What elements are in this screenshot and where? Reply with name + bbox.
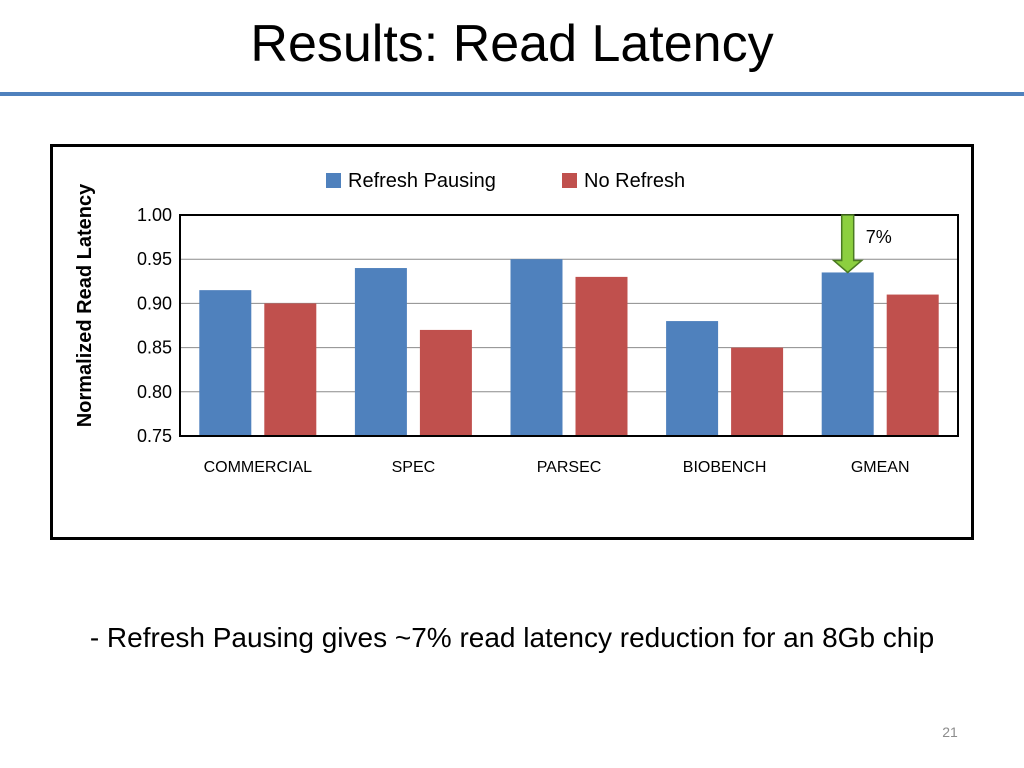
bar	[575, 276, 628, 436]
x-tick-label: SPEC	[392, 459, 436, 476]
annotation-label: 7%	[866, 227, 892, 247]
y-tick-label: 0.75	[137, 426, 172, 446]
slide-caption: - Refresh Pausing gives ~7% read latency…	[89, 622, 935, 653]
chart-frame: 0.75 0.80 0.85 0.90 0.95 1.00 COMMERCIAL SPEC PA…	[50, 144, 974, 540]
x-tick-label: PARSEC	[537, 459, 602, 476]
y-tick-label: 1.00	[137, 205, 172, 225]
x-tick-label: GMEAN	[851, 459, 910, 476]
y-tick-label: 0.80	[137, 382, 172, 402]
y-tick-label: 0.85	[137, 338, 172, 358]
y-axis-label: Normalized Read Latency	[74, 183, 96, 427]
bar	[666, 321, 719, 436]
bar	[199, 290, 252, 436]
bar-chart: 0.75 0.80 0.85 0.90 0.95 1.00 COMMERCIAL SPEC PA…	[74, 170, 959, 476]
bar	[419, 329, 472, 436]
plot-area-border	[179, 214, 959, 437]
x-tick-label: BIOBENCH	[683, 459, 767, 476]
bar	[731, 347, 784, 436]
title-divider	[0, 92, 1024, 96]
bar	[821, 272, 874, 436]
bar	[886, 294, 939, 436]
slide-title: Results: Read Latency	[250, 15, 774, 73]
x-tick-label: COMMERCIAL	[204, 459, 313, 476]
y-tick-label: 0.90	[137, 293, 172, 313]
bar	[354, 268, 407, 436]
bar	[264, 303, 317, 436]
legend-label: No Refresh	[584, 170, 685, 192]
legend-swatch	[326, 173, 341, 188]
annotation-arrow	[831, 214, 864, 274]
page-number: 21	[942, 724, 958, 740]
bar	[510, 259, 563, 436]
y-tick-label: 0.95	[137, 249, 172, 269]
legend-label: Refresh Pausing	[348, 170, 496, 192]
legend-swatch	[562, 173, 577, 188]
